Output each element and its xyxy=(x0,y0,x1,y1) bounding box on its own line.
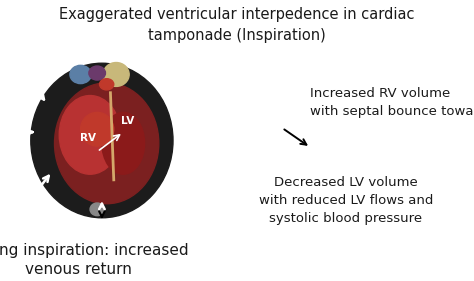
Ellipse shape xyxy=(70,65,91,84)
Ellipse shape xyxy=(102,112,145,174)
Ellipse shape xyxy=(89,66,105,80)
Text: Exaggerated ventricular interpedence in cardiac
tamponade (Inspiration): Exaggerated ventricular interpedence in … xyxy=(59,7,415,43)
Ellipse shape xyxy=(31,63,173,218)
Text: During inspiration: increased
venous return: During inspiration: increased venous ret… xyxy=(0,243,189,277)
Ellipse shape xyxy=(103,63,129,87)
Ellipse shape xyxy=(90,203,104,216)
Ellipse shape xyxy=(55,83,159,204)
Ellipse shape xyxy=(100,79,114,90)
Ellipse shape xyxy=(59,96,121,174)
Text: Increased RV volume
with septal bounce toward LV: Increased RV volume with septal bounce t… xyxy=(310,87,474,118)
Text: RV: RV xyxy=(80,133,96,143)
Text: Decreased LV volume
with reduced LV flows and
systolic blood pressure: Decreased LV volume with reduced LV flow… xyxy=(259,176,433,225)
Ellipse shape xyxy=(81,112,114,146)
Text: LV: LV xyxy=(121,116,135,126)
